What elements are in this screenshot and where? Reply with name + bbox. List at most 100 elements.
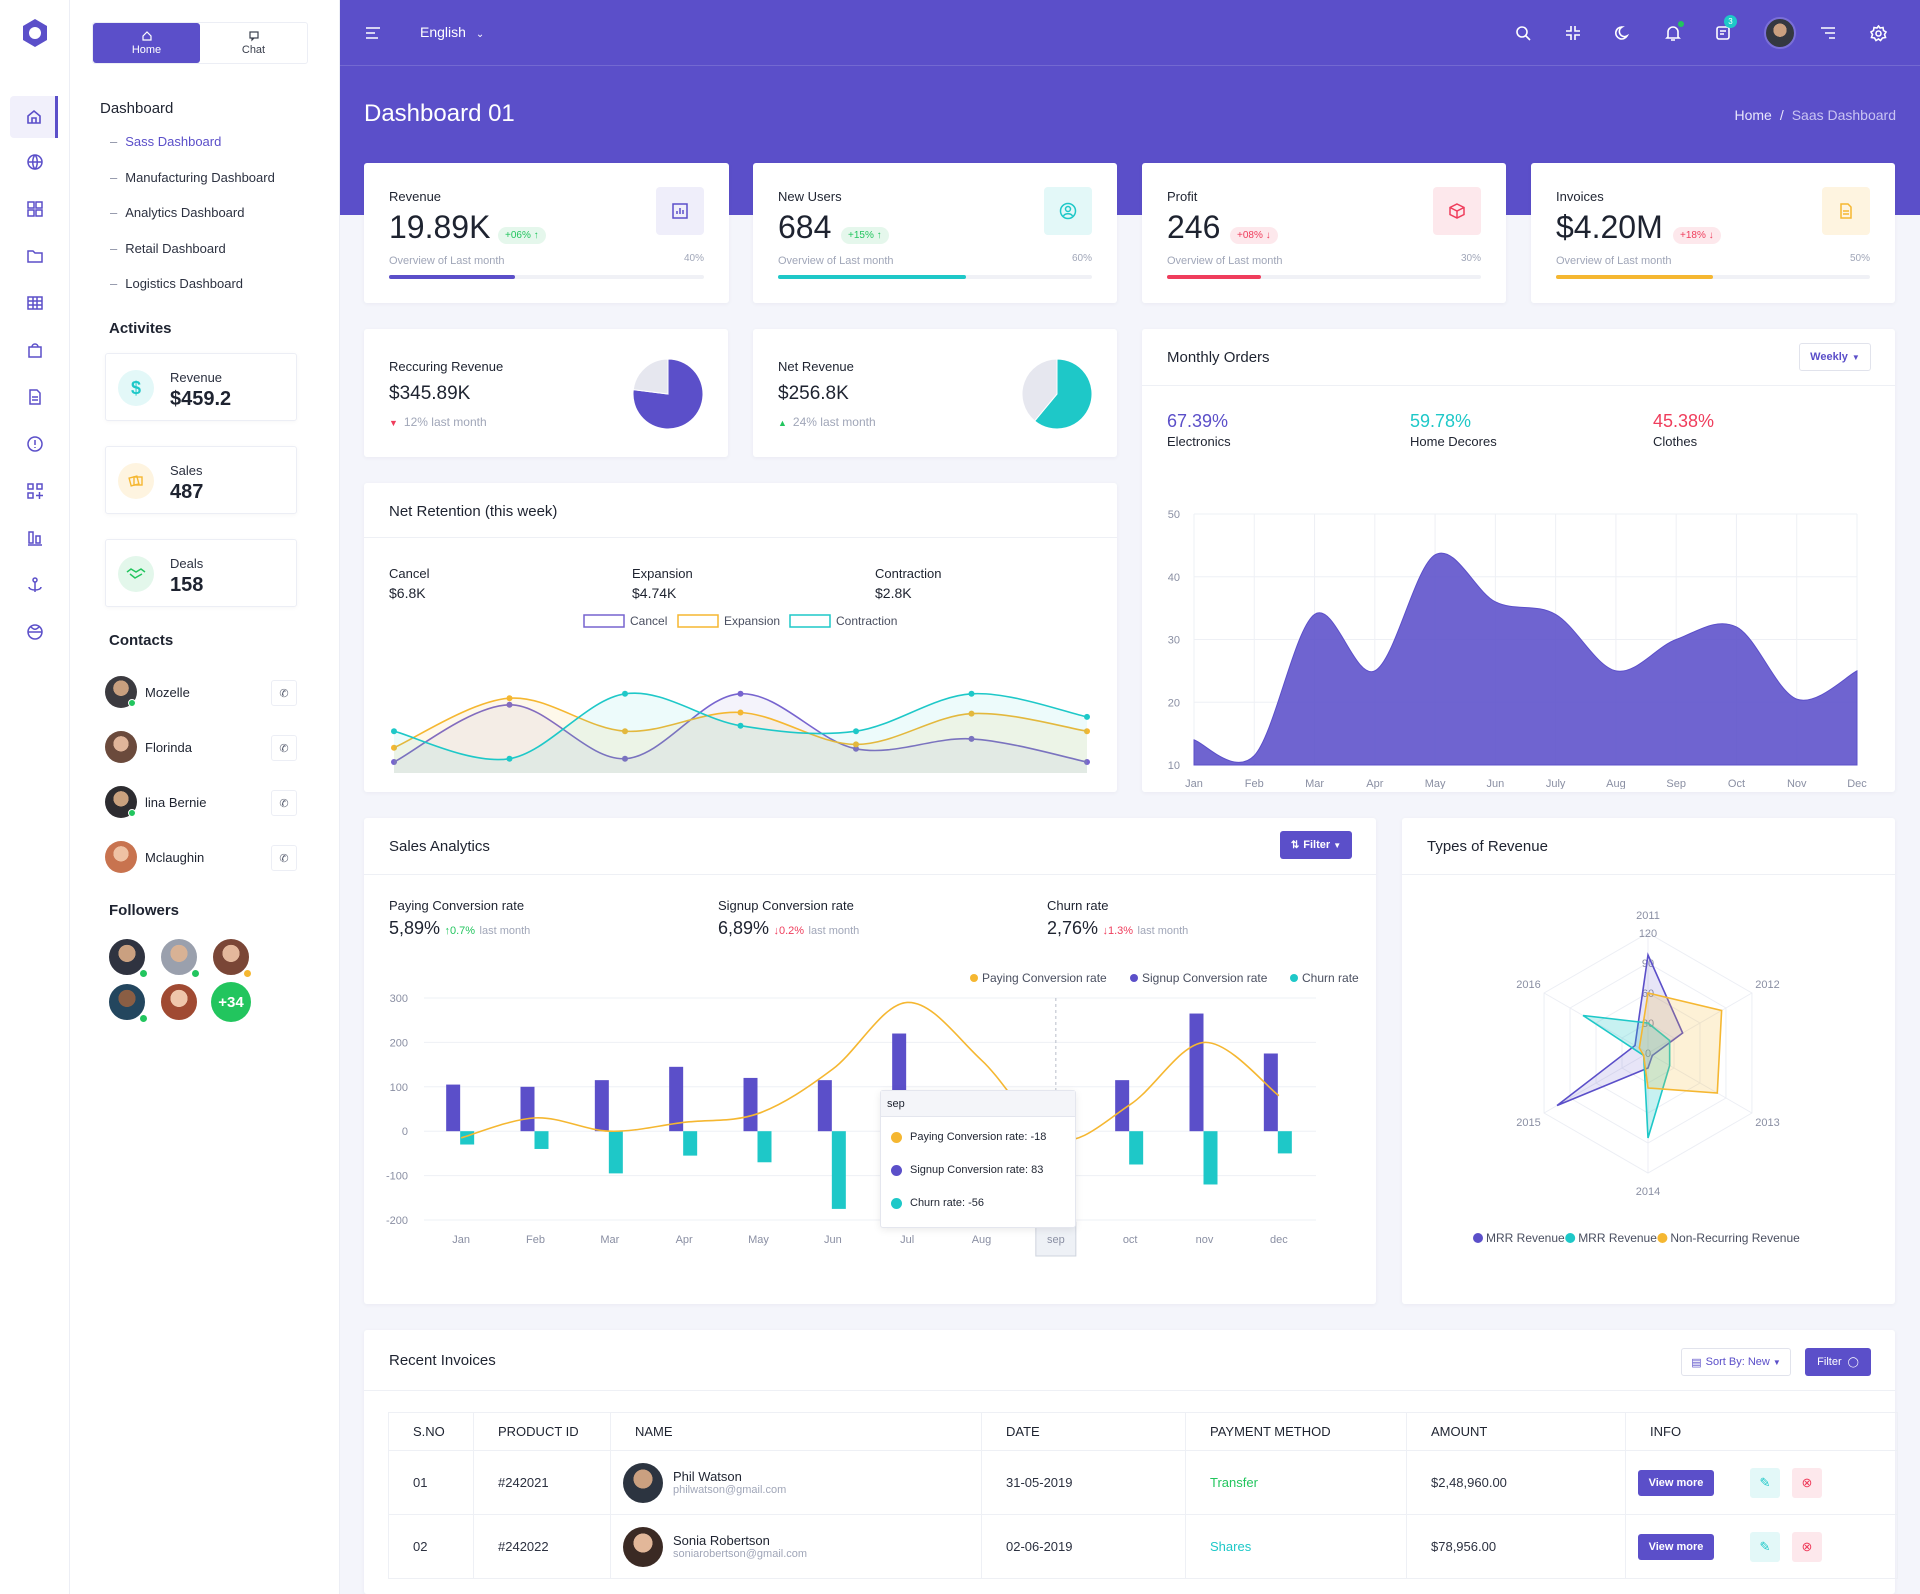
delete-icon[interactable]: ⊗ (1792, 1467, 1822, 1498)
nav-link-retail-dashboard[interactable]: Retail Dashboard (110, 241, 225, 256)
progress-bar (1167, 275, 1262, 279)
bar (669, 1066, 684, 1132)
phone-icon[interactable]: ✆ (271, 845, 297, 871)
contact-name: Mozelle (145, 685, 190, 700)
radar-axis (1543, 992, 1649, 1054)
more-followers-badge[interactable]: +34 (211, 982, 251, 1022)
language-label: English (420, 24, 466, 40)
file-icon[interactable] (21, 383, 49, 411)
folder-icon[interactable] (21, 242, 49, 270)
x-tick-label: Jan (1185, 778, 1203, 789)
view-more-button[interactable]: View more (1638, 1469, 1714, 1496)
invoices-table: S.NO PRODUCT ID NAME DATE PAYMENT METHOD… (388, 1412, 1898, 1579)
x-tick-label: dec (1270, 1234, 1288, 1246)
divider (364, 1390, 1895, 1391)
nav-link-manufacturing-dashboard[interactable]: Manufacturing Dashboard (110, 170, 275, 185)
card-value: $256.8K (778, 383, 849, 404)
contact-name: Florinda (145, 740, 192, 755)
user-avatar[interactable] (1764, 17, 1796, 49)
data-point (853, 741, 859, 748)
bar (1129, 1131, 1144, 1165)
cell-name: Sonia Robertson soniarobertson@gmail.com (610, 1514, 982, 1579)
language-select[interactable]: English ⌄ (420, 24, 484, 40)
contact-item[interactable]: Mozelle ✆ (105, 676, 297, 710)
stat-label: Invoices (1556, 189, 1604, 204)
y-tick-label: 10 (1168, 760, 1180, 772)
table-row: 02 #242022 Sonia Robertson soniarobertson… (388, 1514, 1898, 1579)
list-menu-icon[interactable] (1815, 20, 1841, 46)
icon-rail (0, 0, 70, 1594)
net-retention-card: Net Retention (this week) Cancel $6.8K E… (364, 483, 1117, 792)
data-point (737, 722, 744, 729)
tab-chat[interactable]: Chat (200, 23, 307, 63)
stat-percent: 60% (1071, 253, 1092, 264)
customer-name: Sonia Robertson (673, 1533, 770, 1548)
nav-link-logistics-dashboard[interactable]: Logistics Dashboard (110, 276, 243, 291)
gear-icon[interactable] (1865, 20, 1891, 46)
edit-icon[interactable]: ✎ (1750, 1531, 1780, 1562)
message-icon[interactable]: 3 (1710, 15, 1737, 46)
table-row: 01 #242021 Phil Watson philwatson@gmail.c… (388, 1450, 1898, 1515)
caret-down-icon: ▼ (1772, 1357, 1781, 1367)
moon-icon[interactable] (1610, 20, 1636, 46)
cube-icon (1433, 187, 1481, 235)
nav-link-analytics-dashboard[interactable]: Analytics Dashboard (110, 205, 244, 220)
y-tick-label: 30 (1168, 635, 1180, 647)
edit-icon[interactable]: ✎ (1750, 1467, 1780, 1498)
phone-icon[interactable]: ✆ (271, 790, 297, 816)
alert-icon[interactable] (21, 430, 49, 458)
bag-icon[interactable] (21, 336, 49, 364)
bar (1263, 1053, 1278, 1132)
search-icon[interactable] (1510, 20, 1536, 46)
phone-icon[interactable]: ✆ (271, 735, 297, 761)
contact-item[interactable]: lina Bernie ✆ (105, 786, 297, 820)
globe-icon[interactable] (21, 148, 49, 176)
bell-icon[interactable] (1660, 20, 1686, 46)
apps-icon[interactable] (21, 477, 49, 505)
radar-series (1582, 1014, 1671, 1139)
nav-link-sass-dashboard[interactable]: Sass Dashboard (110, 134, 221, 149)
filter-button[interactable]: Filter ◯ (1805, 1348, 1871, 1376)
card-subtext: ▼ 12% last month (389, 415, 487, 429)
caret-down-icon: ▼ (389, 418, 398, 428)
fullscreen-icon[interactable] (1560, 20, 1586, 46)
column-header: INFO (1625, 1412, 1898, 1451)
chevron-down-icon: ⌄ (475, 29, 485, 40)
weekly-dropdown[interactable]: Weekly ▼ (1799, 343, 1871, 371)
view-more-button[interactable]: View more (1638, 1533, 1714, 1560)
metric-subtext: last month (1137, 925, 1189, 937)
bar (831, 1131, 846, 1209)
dashboard-heading[interactable]: Dashboard (100, 100, 174, 117)
avatar (623, 1526, 663, 1567)
x-tick-label: Apr (676, 1234, 693, 1246)
home-icon[interactable] (10, 96, 58, 138)
tab-home[interactable]: Home (93, 23, 200, 63)
avatar[interactable] (159, 982, 199, 1022)
home-tab-icon (141, 30, 153, 42)
ball-icon[interactable] (21, 618, 49, 646)
monthly-orders-card: Monthly Orders Weekly ▼ 67.39% Electronic… (1142, 329, 1895, 792)
avatar[interactable] (107, 937, 147, 977)
phone-icon[interactable]: ✆ (271, 680, 297, 706)
metric-row: 2,76% ↓1.3% last month (1047, 918, 1188, 939)
grid-icon[interactable] (21, 195, 49, 223)
logo-icon[interactable] (18, 16, 52, 50)
delete-icon[interactable]: ⊗ (1792, 1531, 1822, 1562)
cell-date: 31-05-2019 (981, 1450, 1186, 1515)
contact-item[interactable]: Florinda ✆ (105, 731, 297, 765)
activities-title: Activites (109, 320, 172, 337)
filter-button[interactable]: ⇅ Filter ▼ (1280, 831, 1352, 859)
series-area (1193, 552, 1858, 766)
sort-dropdown[interactable]: ▤ Sort By: New ▼ (1681, 1348, 1791, 1376)
legend-label: Paying Conversion rate (982, 971, 1107, 985)
contact-item[interactable]: Mclaughin ✆ (105, 841, 297, 875)
breadcrumb-home[interactable]: Home (1734, 107, 1772, 123)
table-icon[interactable] (21, 289, 49, 317)
data-point (622, 755, 628, 762)
avatar[interactable] (211, 937, 251, 977)
bars-icon[interactable] (21, 524, 49, 552)
avatar (105, 731, 137, 763)
radar-tick-label: 0 (1645, 1048, 1651, 1060)
anchor-icon[interactable] (21, 571, 49, 599)
menu-toggle-icon[interactable] (360, 20, 386, 46)
